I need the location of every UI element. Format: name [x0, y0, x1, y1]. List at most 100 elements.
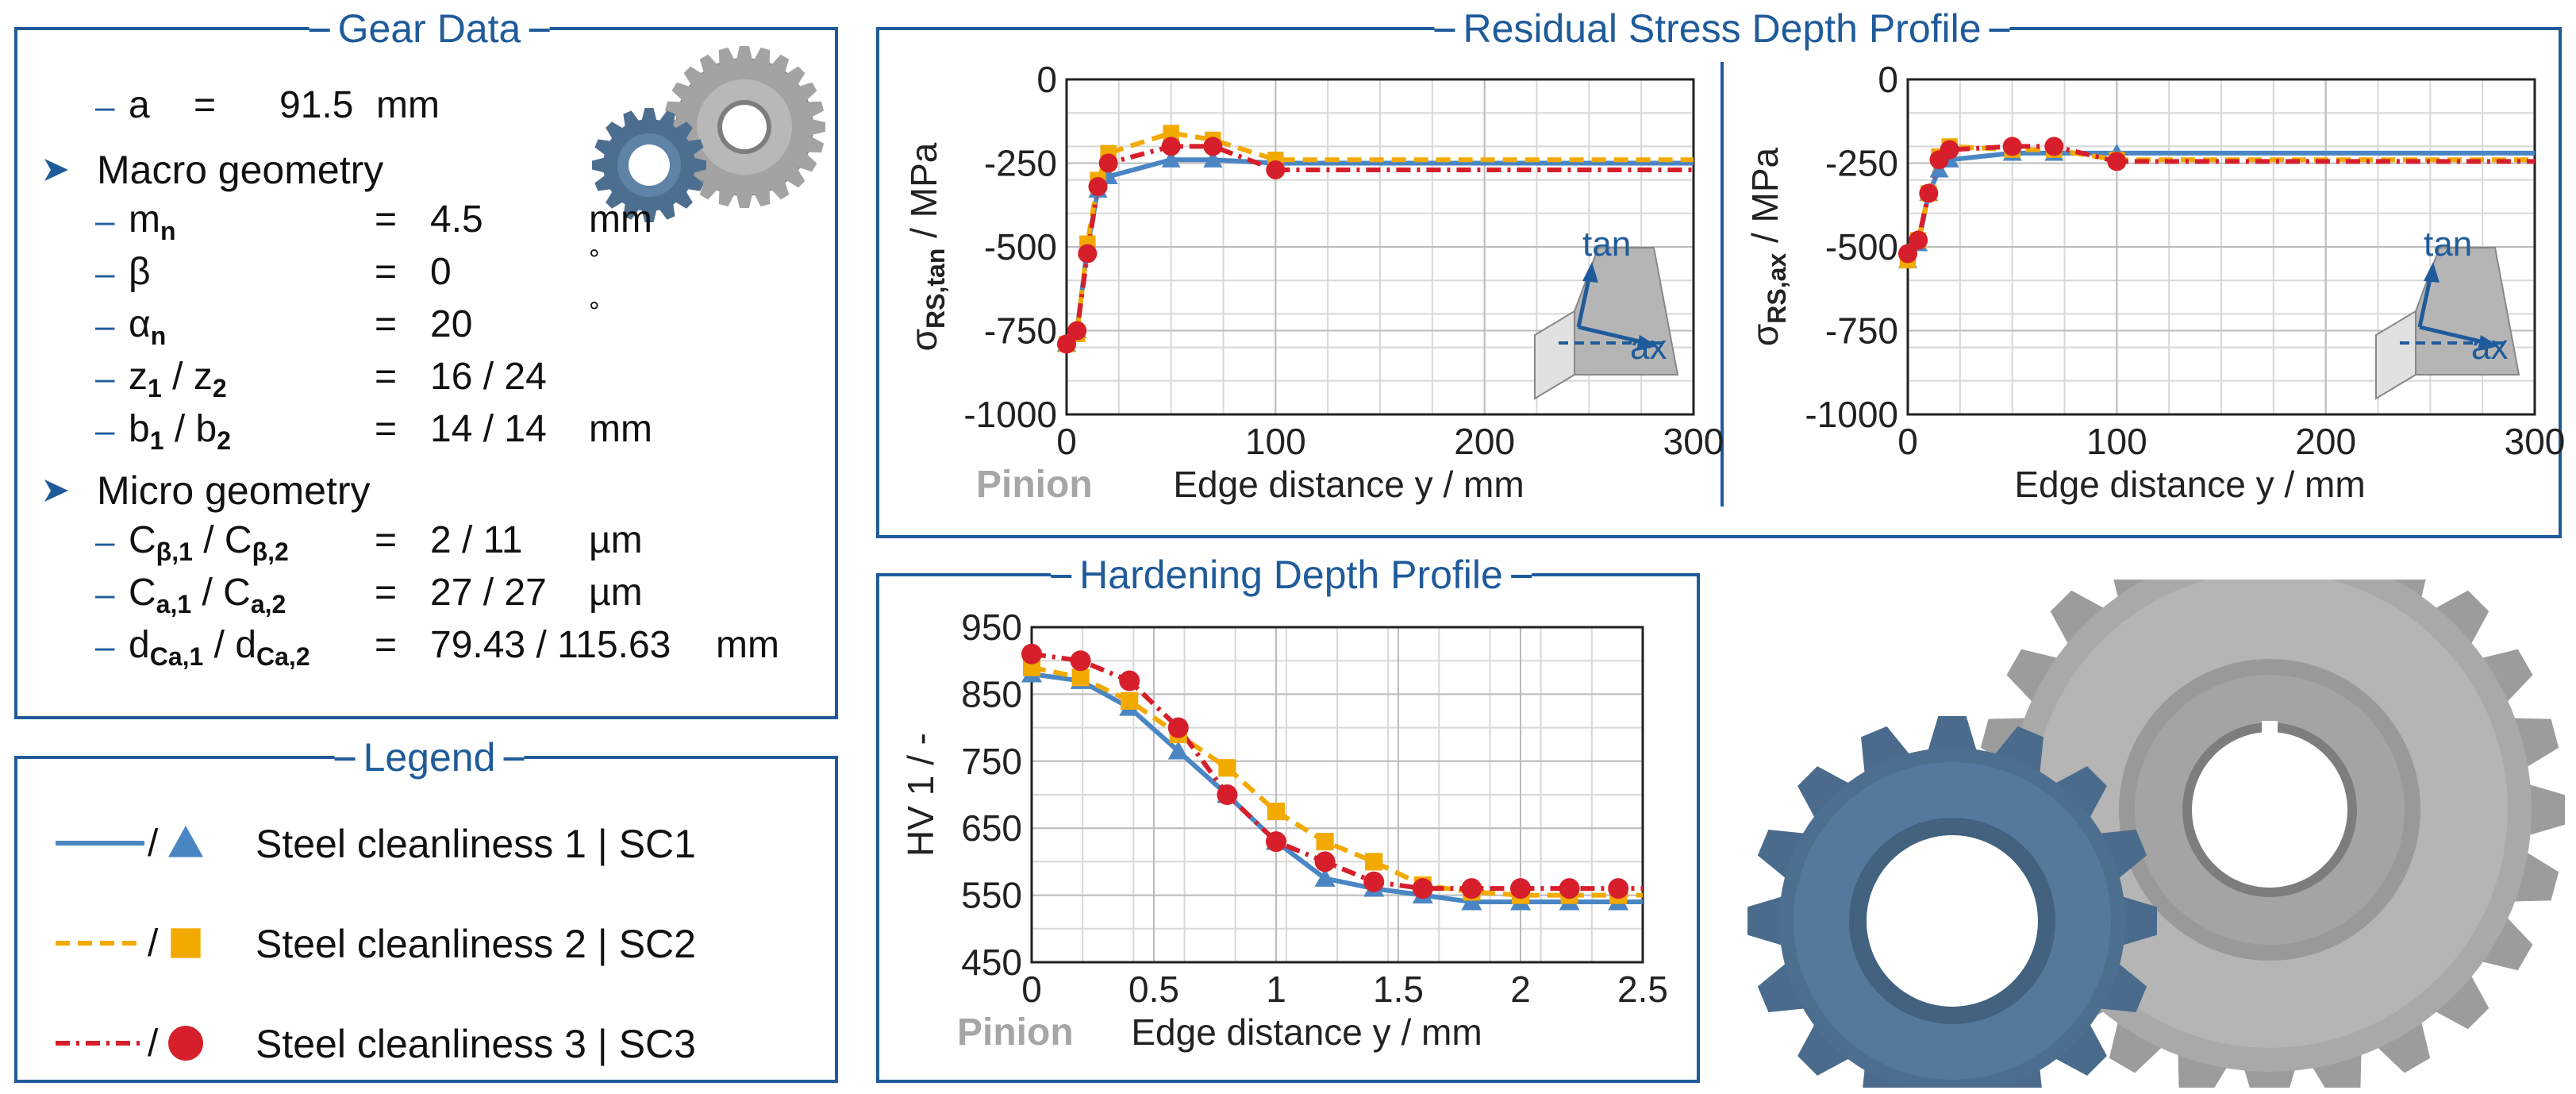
- inset-label-ax: ax: [1630, 328, 1667, 367]
- ax-arrow-head: [1636, 335, 1658, 351]
- symbol-subscript: a,2: [250, 590, 286, 618]
- macro-geometry-heading: Macro geometry: [97, 148, 384, 192]
- data-point-square: [1316, 833, 1334, 851]
- inset-label-tan: tan: [2424, 225, 2472, 264]
- x-tick-label: 2: [1510, 969, 1531, 1010]
- legend-panel: Legend / Steel cleanliness 1 | SC1 / Steel …: [14, 735, 838, 1083]
- y-tick-label: 550: [961, 875, 1022, 916]
- parameter-unit: mm: [589, 408, 652, 450]
- data-point-triangle: [168, 826, 203, 857]
- bullet-dash: –: [95, 254, 115, 293]
- center-distance-unit: mm: [376, 84, 440, 126]
- symbol-separator: /: [191, 572, 224, 614]
- y-tick-label: 750: [961, 741, 1022, 782]
- data-point-circle: [1314, 851, 1336, 873]
- gear-tooth: [2373, 1016, 2431, 1073]
- parameter-value: 20: [430, 303, 473, 345]
- gear-tooth: [768, 54, 790, 77]
- x-tick-label: 0: [1021, 969, 1042, 1010]
- data-point-circle: [1057, 334, 1076, 354]
- symbol-subscript: β,1: [156, 537, 193, 566]
- y-tick-label: 0: [1878, 59, 1898, 100]
- gear-tooth: [782, 165, 805, 188]
- data-point-circle: [1078, 244, 1098, 264]
- tooth-inset-face: [1534, 310, 1575, 400]
- data-point-circle: [1119, 670, 1140, 691]
- gear-tooth: [752, 186, 771, 207]
- data-point-circle: [2044, 137, 2064, 156]
- data-point-square: [1071, 668, 1090, 687]
- center-distance-eq: =: [194, 84, 217, 126]
- panel-divider: [1721, 62, 1724, 507]
- data-point-circle: [1510, 878, 1531, 899]
- symbol-subscript: Ca,1: [149, 642, 204, 671]
- symbol-base: d: [235, 624, 257, 666]
- svg-text:/: /: [148, 923, 159, 965]
- gear-tooth: [782, 66, 805, 89]
- equals-sign: =: [375, 519, 398, 561]
- gear-tooth: [594, 139, 613, 156]
- equals-sign: =: [375, 198, 398, 241]
- data-point-circle: [1021, 643, 1042, 664]
- equals-sign: =: [375, 356, 398, 398]
- bullet-dash: –: [95, 359, 115, 398]
- gear-tooth: [803, 101, 825, 119]
- bullet-dash: –: [95, 575, 115, 614]
- center-distance-value: 91.5: [279, 84, 354, 126]
- bullet-dash: –: [95, 202, 115, 241]
- symbol-subscript: n: [160, 217, 176, 245]
- symbol-base: m: [129, 198, 160, 241]
- center-distance-symbol: a: [129, 84, 150, 126]
- data-point-square: [1163, 125, 1179, 141]
- gear-tooth: [1927, 716, 1978, 754]
- data-point-circle: [1161, 137, 1181, 156]
- legend-label: Steel cleanliness 1 | SC1: [256, 822, 696, 866]
- equals-sign: =: [375, 624, 398, 666]
- data-point-square: [171, 928, 201, 958]
- symbol-subscript: 1: [148, 374, 162, 403]
- gear-tooth: [674, 190, 693, 209]
- y-tick-label: 650: [961, 807, 1022, 849]
- y-tick-label: -250: [1825, 143, 1898, 184]
- small-gears-icon: [592, 46, 825, 222]
- data-point-circle: [1088, 177, 1108, 197]
- data-point-circle: [1940, 140, 1959, 160]
- y-axis-label: σRS,tan / MPa: [903, 142, 950, 351]
- x-axis-label: Edge distance y / mm: [1173, 464, 1524, 505]
- gear-data-title: Gear Data: [309, 6, 550, 51]
- data-point-circle: [1363, 871, 1385, 892]
- residual-stress-ax-chart: 0 100 200 300 0 -250 -500 -750 -1000 Edge distanc…: [1744, 59, 2565, 505]
- gear-tooth: [736, 46, 753, 64]
- parameter-unit: °: [589, 297, 600, 327]
- data-point-circle: [1167, 717, 1189, 738]
- data-point-circle: [1217, 784, 1238, 805]
- gear-tooth: [671, 82, 694, 103]
- data-point-square: [1267, 803, 1286, 821]
- plot-frame: [1065, 78, 1695, 416]
- x-tick-label: 300: [1663, 421, 1724, 462]
- parameter-unit: µm: [589, 572, 643, 614]
- parameter-symbol: dCa,1 / dCa,2: [129, 624, 310, 678]
- gear-tooth: [2096, 961, 2147, 1012]
- macro-geometry-arrow-icon: [44, 159, 68, 181]
- svg-text:/: /: [148, 1023, 159, 1065]
- tan-arrow-head: [2424, 262, 2440, 283]
- y-axis-label: HV 1 / -: [900, 733, 941, 857]
- gear-tooth: [658, 110, 675, 129]
- y-tick-label: -1000: [963, 394, 1057, 435]
- gear-tooth: [658, 202, 675, 220]
- parameter-value: 16 / 24: [430, 356, 547, 398]
- symbol-base: z: [193, 356, 213, 398]
- data-point-circle: [1203, 137, 1223, 156]
- data-point-circle: [1067, 321, 1087, 341]
- x-tick-label: 2.5: [1617, 969, 1668, 1010]
- gear-tooth: [2430, 970, 2489, 1030]
- data-point-circle: [2002, 137, 2022, 156]
- gear-tooth: [2524, 783, 2565, 837]
- gear-tooth: [2119, 896, 2157, 946]
- x-tick-label: 200: [2295, 421, 2356, 462]
- y-tick-label: 0: [1036, 59, 1057, 100]
- gear-tooth: [2109, 580, 2167, 603]
- data-point-circle: [1412, 878, 1433, 899]
- hardening-panel: Hardening Depth Profile: [876, 553, 1700, 1083]
